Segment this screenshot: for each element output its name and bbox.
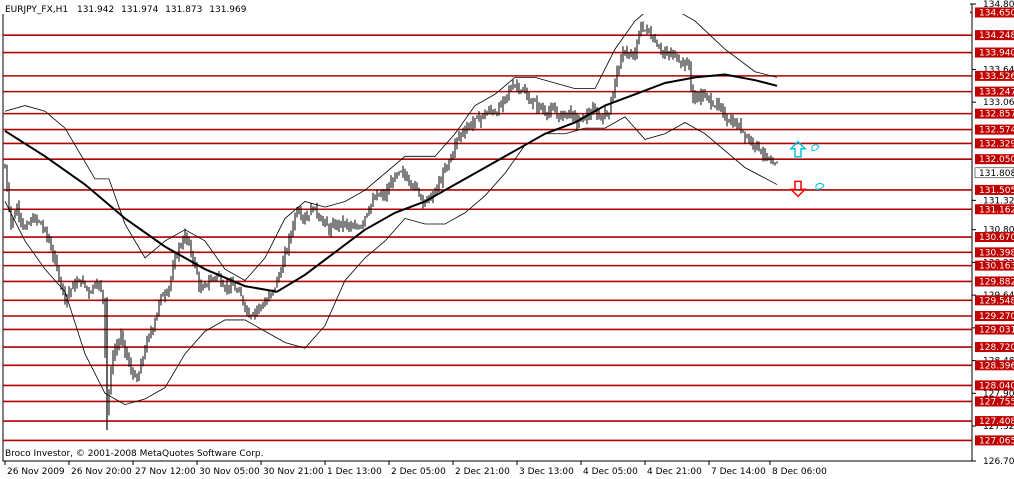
level-label: 129.882 — [979, 277, 1014, 287]
close-value: 131.969 — [209, 5, 246, 15]
level-label-bg — [975, 47, 1014, 58]
time-tick-label: 30 Nov 21:00 — [263, 467, 324, 477]
price-tick-label: 126.700 — [983, 457, 1014, 467]
time-tick-label: 26 Nov 20:00 — [71, 467, 132, 477]
price-tick-label: 130.800 — [983, 226, 1014, 236]
level-label-bg — [975, 204, 1014, 215]
hand-icon — [815, 182, 825, 190]
level-label-bg — [975, 184, 1014, 195]
time-tick-label: 26 Nov 2009 — [7, 467, 65, 477]
level-label-bg — [975, 380, 1014, 391]
bollinger-bands — [4, 3, 778, 406]
level-label-bg — [975, 396, 1014, 407]
level-label-bg — [975, 435, 1014, 446]
band-upper-line — [4, 3, 778, 281]
price-tick-label: 127.320 — [983, 422, 1014, 432]
time-tick-label: 8 Dec 06:00 — [772, 467, 827, 477]
level-label: 127.755 — [979, 397, 1014, 407]
level-label-bg — [975, 260, 1014, 271]
level-label-bg — [975, 311, 1014, 322]
time-tick-label: 7 Dec 14:00 — [711, 467, 766, 477]
current-price-label: 131.808 — [979, 169, 1014, 179]
copyright-text: Broco Investor, © 2001-2008 MetaQuotes S… — [5, 449, 264, 459]
open-value: 131.942 — [77, 5, 114, 15]
level-label-bg — [975, 86, 1014, 97]
level-label-bg — [975, 108, 1014, 119]
current-price-bg — [974, 167, 1014, 179]
level-label: 129.548 — [979, 296, 1014, 306]
chart-header: EURJPY_FX,H1 131.942 131.974 131.873 131… — [5, 5, 247, 15]
level-label: 128.040 — [979, 381, 1014, 391]
band-lower-line — [4, 116, 778, 406]
price-tick-label: 133.640 — [983, 65, 1014, 75]
level-label: 130.163 — [979, 262, 1014, 272]
level-label: 134.650 — [979, 8, 1014, 18]
price-tick-label: 133.060 — [983, 98, 1014, 108]
levels-layer — [3, 11, 972, 442]
time-tick-label: 1 Dec 13:00 — [327, 467, 382, 477]
level-label-bg — [975, 138, 1014, 149]
header-bg — [2, 2, 970, 14]
level-label: 127.408 — [979, 417, 1014, 427]
time-tick-label: 2 Dec 21:00 — [455, 467, 510, 477]
level-label-bg — [975, 276, 1014, 287]
time-tick-label: 4 Dec 21:00 — [647, 467, 702, 477]
time-tick-label: 4 Dec 05:00 — [583, 467, 638, 477]
time-tick-label: 3 Dec 13:00 — [519, 467, 574, 477]
time-tick-label: 27 Nov 12:00 — [135, 467, 196, 477]
level-label: 133.526 — [979, 72, 1014, 82]
level-label: 128.720 — [979, 343, 1014, 353]
hand-icon — [811, 144, 820, 152]
low-value: 131.873 — [165, 5, 202, 15]
level-label-bg — [975, 154, 1014, 165]
level-label: 132.329 — [979, 139, 1014, 149]
level-label: 131.162 — [979, 205, 1014, 215]
price-tick-label: 131.320 — [983, 196, 1014, 206]
level-label-bg — [975, 30, 1014, 41]
level-label: 127.065 — [979, 436, 1014, 446]
moving-average — [4, 73, 778, 293]
price-tick-label: 134.800 — [983, 0, 1014, 10]
level-label-bg — [975, 360, 1014, 371]
level-label-bg — [975, 342, 1014, 353]
level-label: 132.574 — [979, 126, 1014, 136]
level-label-bg — [975, 247, 1014, 258]
ma-line — [4, 73, 778, 293]
level-label: 133.247 — [979, 88, 1014, 98]
level-label: 130.670 — [979, 233, 1014, 243]
high-value: 131.974 — [121, 5, 158, 15]
level-label: 129.270 — [979, 312, 1014, 322]
arrow-up-icon[interactable] — [789, 140, 807, 158]
level-label: 129.031 — [979, 325, 1014, 335]
level-label-bg — [975, 324, 1014, 335]
level-label: 132.857 — [979, 110, 1014, 120]
level-label: 131.505 — [979, 186, 1014, 196]
signal-arrows[interactable] — [789, 140, 825, 198]
level-label-bg — [975, 232, 1014, 243]
level-label-bg — [975, 416, 1014, 427]
level-label: 134.248 — [979, 31, 1014, 41]
price-tick-label: 127.900 — [983, 389, 1014, 399]
level-label-bg — [975, 70, 1014, 81]
level-label: 133.940 — [979, 49, 1014, 59]
level-label: 132.050 — [979, 155, 1014, 165]
symbol-label: EURJPY_FX,H1 — [5, 5, 68, 15]
arrow-down-icon[interactable] — [789, 180, 807, 198]
candles-layer — [4, 21, 778, 430]
level-label: 130.398 — [979, 248, 1014, 258]
time-axis[interactable]: 26 Nov 2009 26 Nov 20:00 27 Nov 12:00 30 No… — [4, 461, 827, 477]
price-axis[interactable]: 134.800133.640133.060131.320130.800130.2… — [972, 0, 1014, 467]
level-label-bg — [975, 295, 1014, 306]
time-tick-label: 2 Dec 05:00 — [391, 467, 446, 477]
time-tick-label: 30 Nov 05:00 — [199, 467, 260, 477]
level-label: 128.396 — [979, 361, 1014, 371]
level-label-bg — [975, 124, 1014, 135]
level-label-bg — [975, 7, 1014, 18]
